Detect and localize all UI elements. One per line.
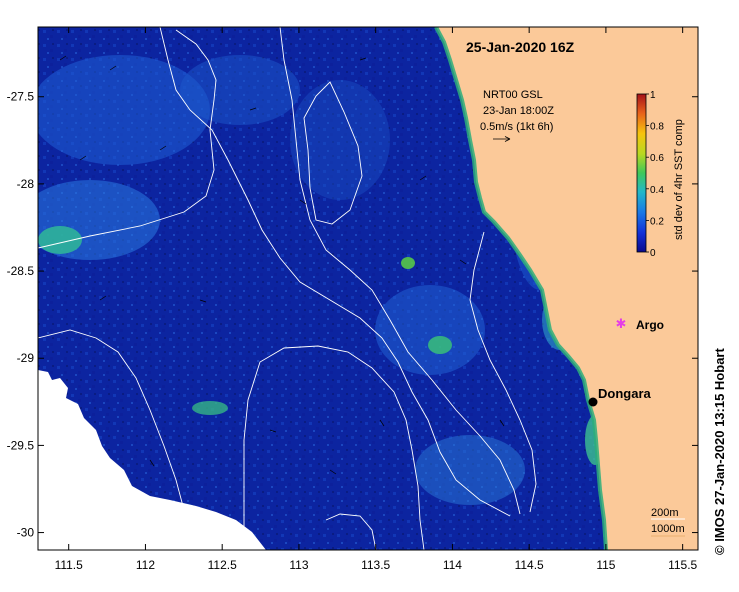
colorbar-gradient [636,93,647,253]
credit-text: © IMOS 27-Jan-2020 13:15 Hobart [712,348,727,555]
colorbar-tick-label: 1 [650,90,656,101]
depth-legend: 200m 1000m [651,507,685,537]
colorbar-tick-label: 0.6 [650,153,664,164]
colorbar: 0 0.2 0.4 0.6 0.8 1 std dev of 4hr SST comp [636,90,685,259]
y-tick-label: -27.5 [7,90,35,104]
x-tick-label: 112 [136,558,155,572]
x-tick-label: 113.5 [361,558,390,572]
x-tick-label: 112.5 [208,558,237,572]
y-tick-label: -30 [17,526,35,540]
land [436,27,698,550]
x-tick-label: 114.5 [515,558,544,572]
current-vectors [59,55,505,475]
x-tick-label: 115 [596,558,615,572]
y-axis: -27.5 -28 -28.5 -29 -29.5 -30 [7,90,698,540]
depth-legend-1000m: 1000m [651,523,685,535]
x-tick-label: 115.5 [668,558,697,572]
place-dongara: Dongara [588,386,652,407]
map-title: 25-Jan-2020 16Z [466,39,575,55]
place-argo: ✱ Argo [616,316,664,332]
y-tick-label: -28.5 [7,264,35,278]
dongara-marker-icon [588,397,598,407]
x-tick-label: 114 [443,558,462,572]
current-info-line3: 0.5m/s (1kt 6h) [480,121,553,133]
dongara-label: Dongara [598,386,652,401]
cloud-mask [38,370,266,550]
x-axis: 111.5 112 112.5 113 113.5 114 114.5 115 115.5 [55,27,698,572]
x-tick-label: 113 [289,558,308,572]
colorbar-tick-label: 0.8 [650,122,664,133]
colorbar-tick-label: 0.4 [650,185,664,196]
colorbar-tick-label: 0 [650,248,656,259]
current-info-line1: NRT00 GSL [483,89,543,101]
argo-label: Argo [636,318,664,332]
coastal-fringe [434,27,608,550]
y-tick-label: -29 [17,351,35,365]
depth-legend-200m: 200m [651,507,679,519]
depth-contours [38,27,537,550]
y-tick-label: -29.5 [7,438,35,452]
x-tick-label: 111.5 [55,558,84,572]
colorbar-ticks: 0 0.2 0.4 0.6 0.8 1 [646,90,664,259]
y-tick-label: -28 [17,177,35,191]
colorbar-label: std dev of 4hr SST comp [673,119,685,240]
colorbar-tick-label: 0.2 [650,216,664,227]
argo-marker-icon: ✱ [616,316,627,331]
current-info: NRT00 GSL 23-Jan 18:00Z 0.5m/s (1kt 6h) [480,89,554,142]
current-info-line2: 23-Jan 18:00Z [483,105,554,117]
plot-frame [37,26,699,551]
